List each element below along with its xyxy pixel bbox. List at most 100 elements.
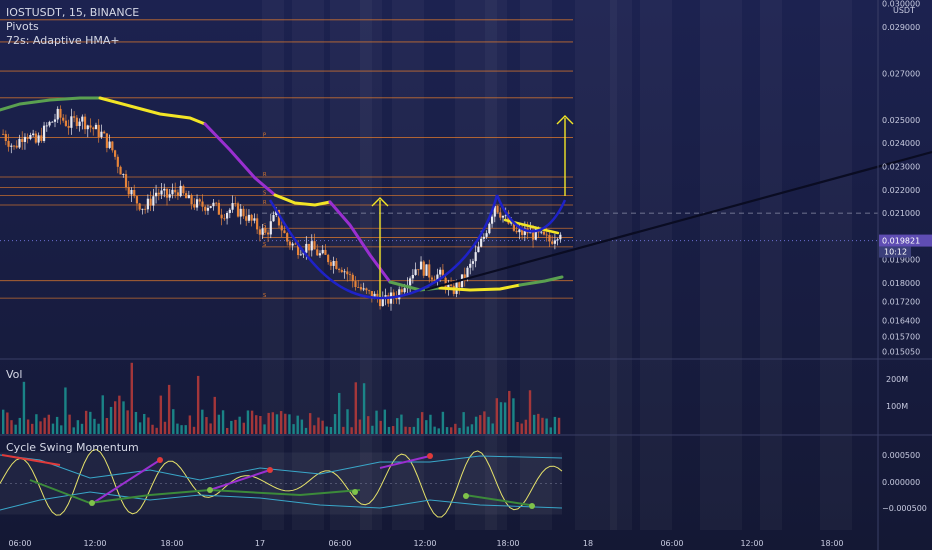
volume-bar bbox=[338, 392, 341, 434]
candle-body bbox=[59, 108, 62, 118]
candle-body bbox=[316, 249, 319, 256]
candle-body bbox=[523, 228, 526, 235]
candle-body bbox=[108, 141, 111, 148]
candle-body bbox=[294, 243, 297, 245]
candle-body bbox=[327, 254, 330, 263]
last-price-badge bbox=[879, 234, 932, 247]
candle-body bbox=[540, 231, 543, 233]
candle-body bbox=[130, 189, 133, 195]
candle-body bbox=[62, 117, 65, 121]
candle-body bbox=[97, 124, 100, 138]
candle-body bbox=[504, 215, 507, 217]
candle-body bbox=[179, 185, 182, 197]
candle-body bbox=[515, 230, 518, 233]
candle-body bbox=[116, 156, 119, 167]
candle-body bbox=[157, 192, 160, 195]
volume-bar bbox=[541, 417, 544, 434]
candle-body bbox=[64, 120, 68, 126]
volume-bar bbox=[346, 409, 349, 434]
candle-body bbox=[439, 269, 442, 275]
price-tick-label: 0.030000 bbox=[882, 0, 920, 8]
target-arrow-left-head bbox=[371, 197, 389, 207]
candle-body bbox=[387, 295, 390, 304]
volume-bar bbox=[130, 362, 133, 434]
pivot-tag: S bbox=[263, 191, 266, 197]
candle-body bbox=[245, 216, 248, 221]
symbol-title[interactable]: IOSTUSDT, 15, BINANCE bbox=[6, 6, 140, 19]
candle-body bbox=[545, 234, 548, 236]
volume-pane-title[interactable]: Vol bbox=[6, 368, 23, 381]
hma-indicator-label[interactable]: 72s: Adaptive HMA+ bbox=[6, 34, 120, 47]
volume-bar bbox=[60, 425, 63, 434]
candle-body bbox=[141, 208, 144, 210]
candle-body bbox=[422, 261, 425, 276]
volume-bar bbox=[458, 427, 461, 434]
candle-body bbox=[409, 278, 412, 286]
volume-bar bbox=[445, 427, 449, 434]
volume-bar bbox=[122, 401, 125, 434]
volume-bar bbox=[350, 427, 353, 434]
candle-body bbox=[149, 198, 152, 206]
hma-green-segment bbox=[0, 96, 102, 112]
candle-body bbox=[376, 293, 379, 299]
candle-body bbox=[37, 135, 40, 143]
price-tick-label: 0.022000 bbox=[882, 186, 920, 195]
volume-bar bbox=[126, 410, 129, 434]
candle-body bbox=[346, 271, 349, 275]
candle-body bbox=[154, 192, 158, 197]
hma-yellow-segment bbox=[98, 96, 207, 126]
time-tick-label: 12:00 bbox=[740, 539, 763, 548]
candle-body bbox=[425, 264, 428, 276]
volume-bar bbox=[508, 390, 511, 434]
candle-body bbox=[217, 202, 220, 215]
volume-bar bbox=[64, 387, 67, 434]
candle-body bbox=[297, 244, 300, 256]
volume-bar bbox=[201, 409, 204, 434]
volume-bar bbox=[379, 420, 382, 434]
momentum-pane-title[interactable]: Cycle Swing Momentum bbox=[6, 441, 139, 454]
volume-bar bbox=[325, 426, 328, 434]
candle-body bbox=[381, 297, 384, 307]
volume-bar bbox=[553, 416, 557, 434]
volume-bar bbox=[39, 421, 42, 434]
volume-bar bbox=[221, 410, 225, 434]
candle-body bbox=[83, 116, 87, 130]
swing-low-line bbox=[29, 479, 361, 505]
swing-line bbox=[209, 469, 271, 491]
candle-body bbox=[559, 234, 562, 240]
candle-body bbox=[48, 121, 51, 126]
candle-body bbox=[56, 108, 59, 120]
volume-bar bbox=[43, 417, 46, 434]
candle-body bbox=[272, 215, 275, 222]
pivots-indicator-label[interactable]: Pivots bbox=[6, 20, 39, 33]
volume-bar bbox=[387, 426, 391, 434]
volume-bar bbox=[184, 425, 187, 434]
candle-body bbox=[411, 274, 414, 279]
price-tick-label: 0.023000 bbox=[882, 163, 920, 172]
candle-body bbox=[299, 254, 302, 256]
volume-bar bbox=[242, 422, 245, 434]
volume-bar bbox=[213, 396, 216, 434]
candle-body bbox=[124, 174, 128, 188]
candle-body bbox=[378, 298, 382, 307]
candle-body bbox=[373, 293, 376, 299]
candle-body bbox=[242, 208, 245, 217]
pivot-tag: S bbox=[263, 242, 266, 248]
candle-body bbox=[220, 214, 223, 219]
candle-body bbox=[463, 274, 466, 279]
candle-body bbox=[100, 131, 103, 138]
candle-body bbox=[365, 288, 368, 291]
candle-body bbox=[480, 238, 483, 247]
candle-body bbox=[174, 189, 177, 193]
volume-bar bbox=[470, 424, 474, 434]
volume-bar bbox=[512, 398, 515, 434]
candle-body bbox=[89, 125, 92, 128]
volume-bar bbox=[462, 412, 465, 434]
momentum-line bbox=[0, 449, 563, 518]
volume-bar bbox=[250, 410, 254, 434]
volume-bar bbox=[474, 416, 478, 434]
session-band bbox=[485, 0, 507, 530]
volume-bar bbox=[35, 414, 38, 434]
pivot-tag: R bbox=[263, 200, 267, 206]
